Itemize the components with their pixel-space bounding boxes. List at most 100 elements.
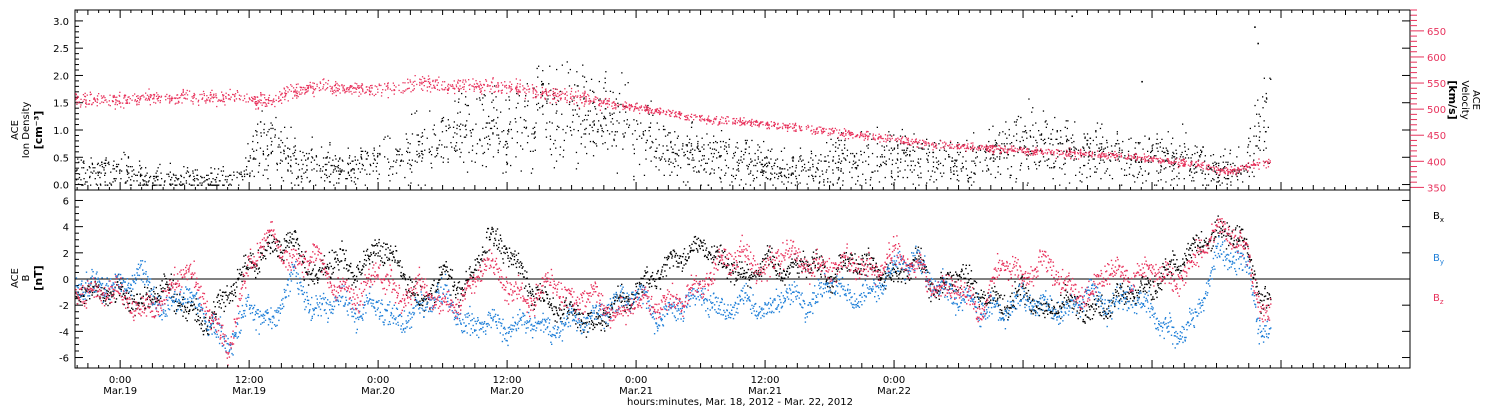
- velocity-point: [864, 135, 866, 138]
- density-point: [1070, 137, 1072, 139]
- velocity-point: [670, 115, 672, 117]
- velocity-point: [1068, 155, 1071, 157]
- density-point: [316, 163, 318, 166]
- density-point: [1140, 161, 1143, 163]
- density-point: [348, 157, 350, 159]
- density-point: [832, 172, 834, 174]
- velocity-point: [88, 103, 91, 105]
- velocity-point: [1085, 154, 1087, 156]
- density-point: [696, 146, 698, 148]
- velocity-point: [732, 121, 734, 123]
- velocity-point: [346, 87, 348, 89]
- velocity-point: [169, 94, 171, 97]
- density-point: [329, 157, 331, 159]
- velocity-point: [323, 78, 325, 80]
- velocity-point: [1163, 161, 1165, 163]
- density-point: [832, 160, 834, 162]
- velocity-point: [412, 89, 414, 91]
- density-point: [756, 170, 759, 172]
- density-point: [842, 152, 844, 155]
- velocity-point: [182, 90, 184, 92]
- velocity-point: [1062, 151, 1064, 153]
- density-point: [967, 181, 970, 183]
- density-point: [1053, 162, 1055, 164]
- velocity-point: [257, 108, 259, 110]
- density-point: [1222, 161, 1224, 163]
- density-point: [840, 132, 843, 134]
- velocity-point: [680, 113, 682, 115]
- velocity-point: [1219, 172, 1221, 174]
- density-point: [139, 164, 141, 167]
- density-point: [99, 183, 102, 185]
- velocity-point: [605, 103, 607, 105]
- density-point: [316, 170, 318, 172]
- velocity-point: [773, 125, 775, 127]
- density-point: [201, 182, 203, 184]
- density-point: [387, 158, 389, 160]
- velocity-point: [265, 99, 267, 101]
- velocity-point: [404, 90, 406, 92]
- density-point: [1007, 168, 1009, 170]
- density-point: [341, 169, 343, 171]
- density-point: [586, 152, 588, 155]
- density-point: [701, 137, 703, 139]
- density-tick-label: 1.0: [53, 126, 69, 137]
- velocity-point: [96, 98, 98, 100]
- density-point: [638, 135, 641, 137]
- velocity-point: [1032, 151, 1035, 153]
- velocity-point: [1073, 151, 1075, 154]
- density-point: [145, 184, 147, 186]
- velocity-point: [974, 146, 976, 149]
- density-point: [802, 159, 804, 161]
- velocity-point: [1200, 163, 1202, 165]
- density-point: [927, 155, 929, 157]
- density-point: [693, 170, 695, 172]
- density-point: [703, 158, 705, 160]
- density-point: [154, 184, 156, 186]
- velocity-point: [830, 128, 832, 130]
- density-point: [1038, 164, 1040, 167]
- velocity-point: [822, 131, 824, 134]
- density-point: [897, 175, 899, 178]
- velocity-point: [1244, 168, 1246, 170]
- velocity-point: [145, 97, 147, 99]
- velocity-point: [254, 96, 256, 98]
- velocity-point: [739, 124, 741, 127]
- density-point: [1226, 183, 1228, 185]
- density-point: [1035, 139, 1037, 142]
- density-point: [142, 179, 144, 181]
- velocity-point: [500, 92, 503, 94]
- density-point: [253, 157, 255, 159]
- velocity-point: [631, 106, 634, 108]
- velocity-point: [237, 91, 239, 93]
- density-point: [471, 128, 474, 131]
- density-point: [1086, 144, 1088, 146]
- velocity-point: [907, 139, 910, 141]
- density-point: [104, 184, 106, 186]
- velocity-point: [581, 96, 583, 98]
- density-point: [713, 169, 715, 171]
- velocity-point: [125, 99, 127, 101]
- velocity-point: [1120, 156, 1122, 158]
- velocity-point: [786, 130, 789, 132]
- density-point: [280, 151, 282, 154]
- density-point: [96, 163, 99, 166]
- velocity-point: [600, 105, 602, 107]
- density-point: [783, 147, 786, 149]
- velocity-point: [1080, 148, 1082, 151]
- velocity-point: [123, 97, 125, 99]
- velocity-point: [629, 109, 631, 111]
- density-point: [271, 140, 273, 143]
- density-point: [1108, 154, 1110, 156]
- density-axis-ticks: 0.00.51.01.52.02.53.0: [53, 17, 1410, 192]
- density-point: [712, 142, 715, 144]
- velocity-point: [1133, 157, 1135, 159]
- density-point: [609, 112, 611, 114]
- velocity-point: [1116, 155, 1118, 157]
- density-point: [1083, 133, 1085, 135]
- density-point: [1095, 136, 1097, 138]
- velocity-point: [1187, 164, 1190, 166]
- density-point: [154, 180, 156, 182]
- density-point: [418, 144, 420, 146]
- density-point: [838, 144, 841, 146]
